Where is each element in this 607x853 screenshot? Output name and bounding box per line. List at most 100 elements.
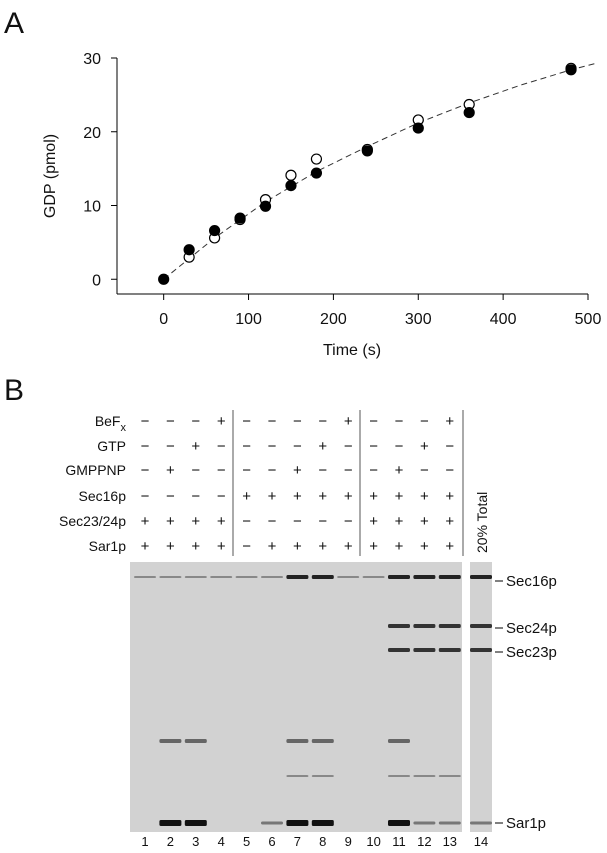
gel-band [413, 624, 436, 628]
panel-label: A [4, 7, 24, 40]
gel-band [388, 648, 410, 652]
data-point [285, 169, 297, 181]
separators [232, 410, 464, 556]
data-point [361, 145, 373, 157]
gel-band [388, 775, 410, 777]
data-point [463, 106, 475, 119]
lane-mark: − [217, 462, 226, 479]
data-point [310, 167, 323, 179]
lane-mark: + [217, 513, 226, 530]
lane-number: 3 [192, 834, 199, 849]
lane-mark: − [141, 488, 150, 505]
lane-mark: + [445, 513, 454, 530]
y-tick-label: 0 [92, 272, 101, 289]
gel-band [337, 576, 360, 578]
lane-number: 2 [167, 834, 174, 849]
lane-mark: − [268, 413, 277, 430]
total-label: 20% Total [474, 492, 490, 553]
lane-mark: + [344, 538, 353, 555]
y-tick-label: 10 [83, 199, 101, 216]
gel-band [438, 648, 461, 652]
lane-mark: + [242, 488, 251, 505]
data-point [412, 122, 424, 134]
x-tick-label: 0 [159, 311, 168, 328]
lane-mark: + [395, 538, 404, 555]
lane-mark: − [217, 438, 226, 455]
row-label-text: GMPPNP [65, 462, 126, 478]
lane-mark: + [395, 488, 404, 505]
lane-mark: + [369, 488, 378, 505]
lane-mark: − [268, 438, 277, 455]
gel-band [470, 648, 492, 652]
lane-mark: − [395, 438, 404, 455]
lane-mark: + [191, 513, 200, 530]
fit-line [163, 62, 597, 280]
gel-band [235, 576, 258, 578]
data-point [565, 64, 577, 76]
lane-number: 9 [345, 834, 352, 849]
lane-mark: − [344, 438, 353, 455]
lane-mark: − [242, 462, 251, 479]
lane-mark: − [293, 413, 302, 430]
gel-band [438, 575, 461, 579]
lane-number: 14 [474, 834, 488, 849]
lane-mark: + [318, 438, 327, 455]
lane-mark: − [420, 413, 429, 430]
gel-band [438, 821, 461, 825]
row-label-text: Sec23/24p [59, 513, 126, 529]
gel-band [388, 820, 410, 826]
gel-band [184, 739, 207, 743]
lane-number: 1 [141, 834, 148, 849]
data-point [259, 200, 272, 212]
data-point [285, 179, 297, 192]
lane-mark: + [420, 513, 429, 530]
lane-mark: + [344, 413, 353, 430]
gel-band [184, 820, 207, 826]
gel-band [311, 775, 334, 777]
lane-mark: + [318, 538, 327, 555]
gel-band [413, 648, 436, 652]
lane-mark: − [242, 438, 251, 455]
data-point [310, 153, 323, 165]
lane-mark: + [395, 513, 404, 530]
lane-mark: − [191, 488, 200, 505]
lane-mark: + [191, 438, 200, 455]
row-label: Sec23/24p [59, 513, 126, 529]
lane-mark: + [293, 538, 302, 555]
gel-band [438, 624, 461, 628]
gel [130, 562, 462, 832]
panel-label: B [4, 374, 24, 407]
gel-band [388, 739, 410, 743]
row-label-text: Sar1p [89, 538, 127, 554]
lane-number: 5 [243, 834, 250, 849]
lane-mark: − [293, 438, 302, 455]
lane-mark: + [420, 438, 429, 455]
gel-band [159, 820, 182, 826]
lane-mark: + [166, 538, 175, 555]
lane-mark: + [293, 488, 302, 505]
x-axis-label: Time (s) [323, 342, 381, 359]
lane-mark: + [166, 462, 175, 479]
lane-mark: − [268, 462, 277, 479]
gel-band [470, 624, 492, 628]
band-label: Sec23p [506, 644, 557, 661]
gel-band [159, 576, 182, 578]
gel-band [286, 575, 309, 579]
y-axis-label: GDP (pmol) [42, 134, 59, 218]
lane-mark: − [318, 413, 327, 430]
band-label: Sec24p [506, 620, 557, 637]
lane-mark: + [445, 413, 454, 430]
lane-number: 6 [268, 834, 275, 849]
lane-mark: − [141, 462, 150, 479]
x-tick-label: 200 [320, 311, 347, 328]
lane-mark: − [191, 462, 200, 479]
x-tick-label: 300 [405, 311, 432, 328]
lane-mark: − [420, 462, 429, 479]
gel-band [311, 820, 334, 826]
lane-mark: + [445, 488, 454, 505]
row-label: GTP [97, 438, 126, 454]
lane-mark: − [318, 462, 327, 479]
row-label: Sar1p [89, 538, 127, 554]
lane-mark: − [268, 513, 277, 530]
